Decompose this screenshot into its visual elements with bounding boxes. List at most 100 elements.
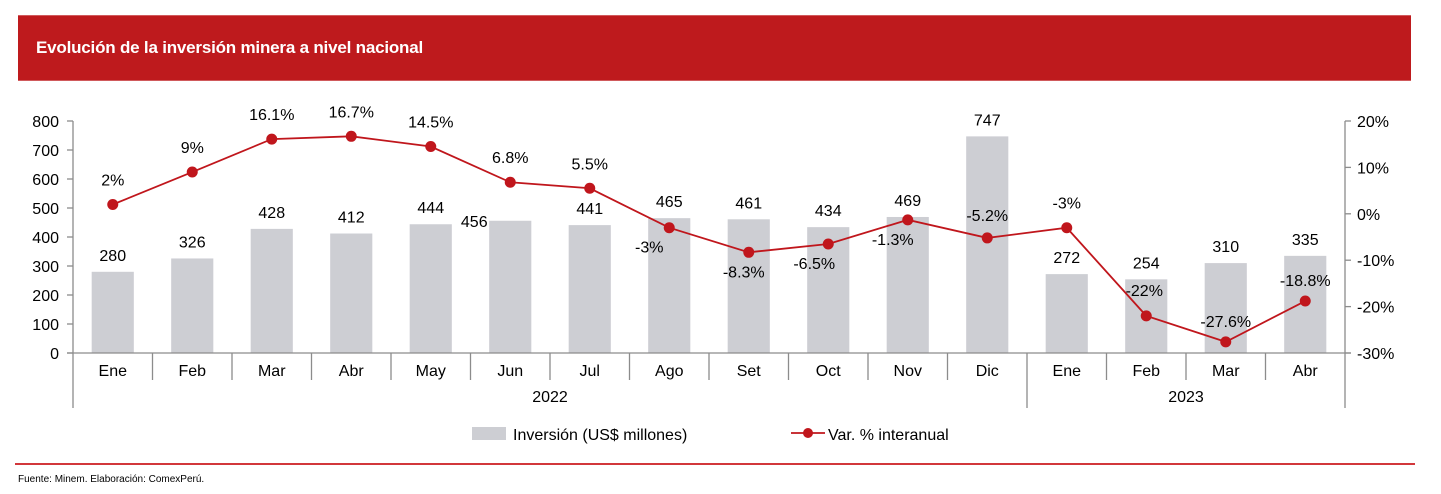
x-tick-label: Nov [894,363,922,380]
bar-value-label: 254 [1133,255,1160,272]
bar-value-label: 272 [1053,250,1080,267]
line-value-label: 6.8% [492,150,528,167]
footer-divider [15,463,1415,465]
bar-value-label: 461 [735,195,762,212]
bar-value-label: 444 [417,200,444,217]
line-value-label: -18.8% [1280,273,1331,290]
y-right-tick-label: 20% [1357,114,1389,131]
line-value-label: -1.3% [872,232,914,249]
source-note: Fuente: Minem. Elaboración: ComexPerú. [18,474,205,485]
bar-5 [489,220,532,353]
line-point-12 [1061,222,1073,234]
bar-value-label: 326 [179,234,206,251]
line-point-4 [425,141,437,153]
y-left-tick-label: 800 [32,114,59,131]
y-right-tick-label: 0% [1357,207,1380,224]
bar-0 [91,271,134,353]
line-point-1 [186,166,198,178]
x-tick-label: Oct [816,363,841,380]
bar-value-label: 428 [258,205,285,222]
y-left-tick-label: 0 [50,346,59,363]
x-group-label: 2023 [1168,389,1204,406]
x-tick-label: Dic [976,363,999,380]
line-point-15 [1299,295,1311,307]
y-left-tick-label: 700 [32,143,59,160]
x-tick-label: Jul [580,363,600,380]
line-point-13 [1140,310,1152,322]
line-point-0 [107,199,119,211]
line-value-label: 16.7% [329,104,374,121]
line-var-interanual [112,135,1306,343]
x-tick-label: Set [737,363,762,380]
bar-value-label: 412 [338,210,365,227]
line-point-14 [1220,336,1232,348]
x-tick-label: Jun [497,363,523,380]
y-left-tick-label: 200 [32,288,59,305]
x-tick-label: Ene [1053,363,1082,380]
bar-1 [171,258,214,353]
chart-title: Evolución de la inversión minera a nivel… [36,38,423,57]
line-value-label: -3% [1053,196,1081,213]
legend-label-inversion: Inversión (US$ millones) [513,427,687,444]
bar-value-label: 310 [1212,239,1239,256]
x-tick-label: Mar [258,363,286,380]
line-value-label: -6.5% [793,256,835,273]
line-value-label: -5.2% [966,208,1008,225]
line-point-10 [902,214,914,226]
line-value-label: -8.3% [723,264,765,281]
bar-11 [966,136,1009,353]
line-point-3 [345,130,357,142]
bar-value-label: 280 [99,248,126,265]
x-group-label: 2022 [532,389,568,406]
line-value-label: -3% [635,240,663,257]
y-left-tick-label: 100 [32,317,59,334]
x-tick-label: May [416,363,446,380]
y-left-tick-label: 400 [32,230,59,247]
bar-7 [648,218,691,353]
line-value-label: 16.1% [249,107,294,124]
x-tick-label: Feb [1132,363,1160,380]
line-value-label: 9% [181,140,204,157]
legend-marker-var [803,428,813,438]
bar-value-label: 469 [894,193,921,210]
legend-label-var: Var. % interanual [828,427,949,444]
line-value-label: -22% [1126,283,1163,300]
y-left-tick-label: 600 [32,172,59,189]
y-right-tick-label: 10% [1357,160,1389,177]
bar-12 [1045,274,1088,353]
x-tick-label: Abr [1293,363,1319,380]
line-point-5 [504,176,516,188]
bar-value-label: 335 [1292,232,1319,249]
bar-6 [568,225,611,353]
line-point-8 [743,246,755,258]
bar-4 [409,224,452,353]
y-left-tick-label: 300 [32,259,59,276]
line-point-9 [822,238,834,250]
x-tick-label: Ago [655,363,684,380]
line-point-7 [663,222,675,234]
x-tick-label: Mar [1212,363,1240,380]
line-value-label: -27.6% [1200,314,1251,331]
bar-3 [330,233,373,353]
line-value-label: 5.5% [572,156,608,173]
line-value-label: 2% [101,173,124,190]
y-left-tick-label: 500 [32,201,59,218]
bar-value-label: 747 [974,112,1001,129]
line-point-2 [266,133,278,145]
x-tick-label: Abr [339,363,365,380]
y-right-tick-label: -20% [1357,300,1394,317]
bar-value-label: 441 [576,201,603,218]
line-point-11 [981,232,993,244]
bar-value-label: 456 [461,214,488,231]
y-right-tick-label: -10% [1357,253,1394,270]
legend-swatch-inversion [472,427,506,440]
bar-value-label: 465 [656,194,683,211]
bar-10 [886,216,929,353]
x-tick-label: Ene [99,363,128,380]
title-band [18,15,1411,81]
y-right-tick-label: -30% [1357,346,1394,363]
x-tick-label: Feb [178,363,206,380]
bar-value-label: 434 [815,203,842,220]
bar-2 [250,228,293,353]
